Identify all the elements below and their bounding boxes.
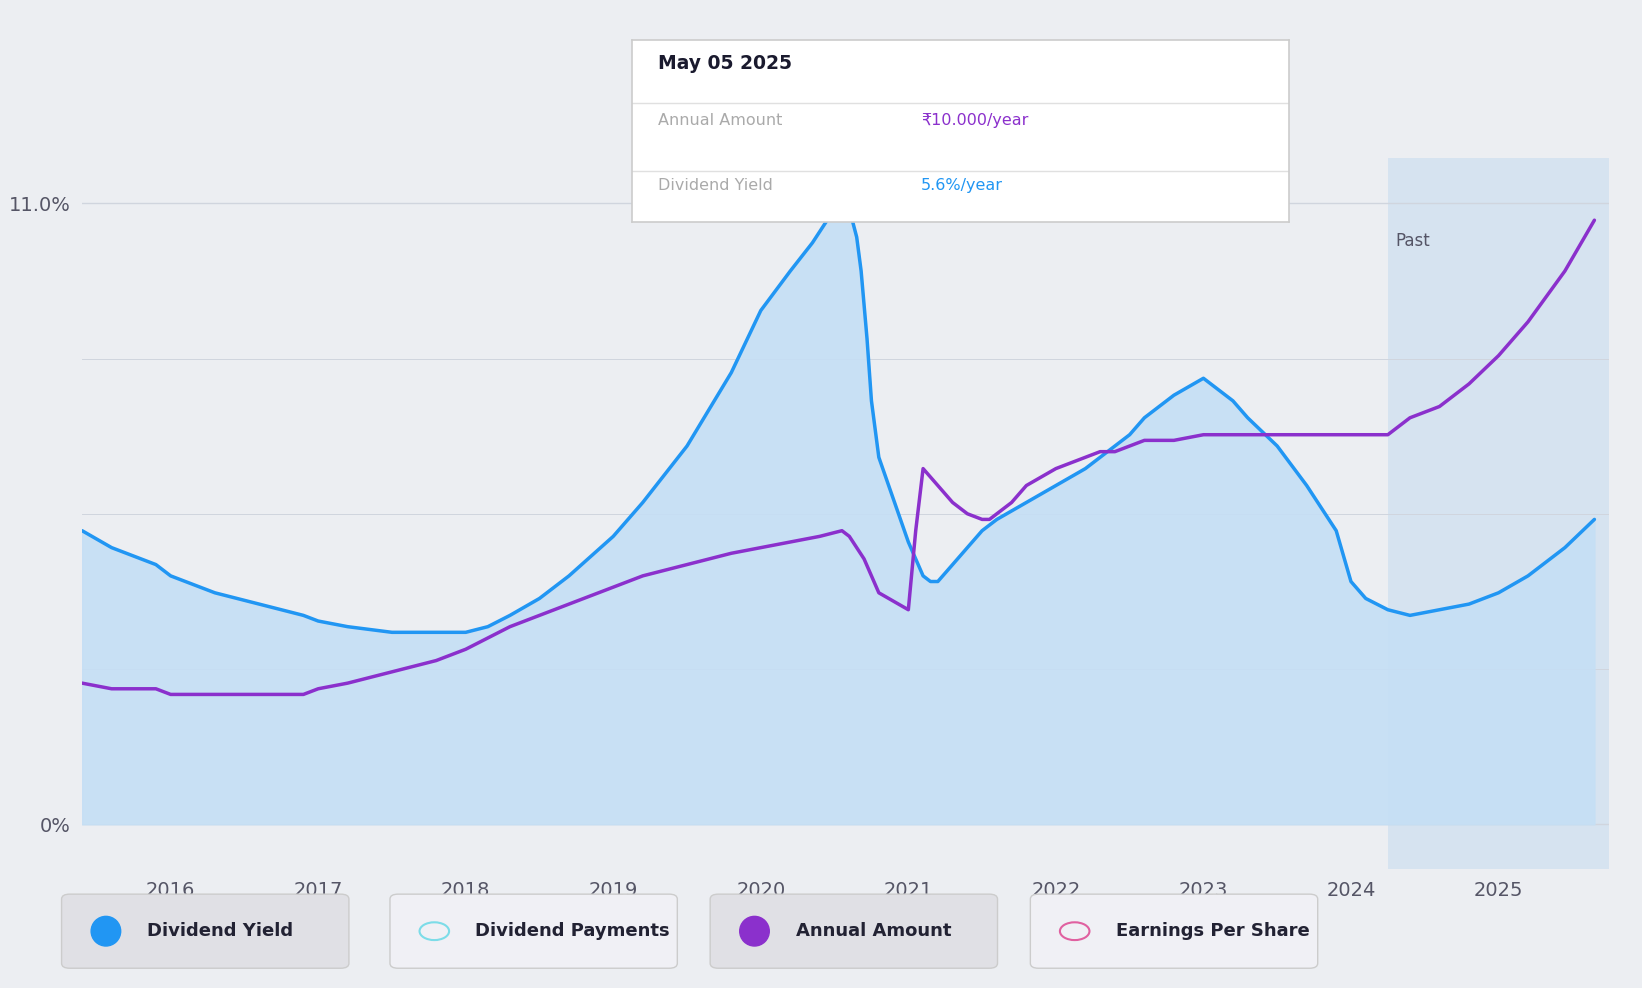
Text: Dividend Yield: Dividend Yield — [658, 179, 773, 194]
Text: Annual Amount: Annual Amount — [658, 113, 783, 127]
Text: Past: Past — [1396, 232, 1430, 250]
Text: Earnings Per Share: Earnings Per Share — [1117, 922, 1309, 941]
Text: ₹10.000/year: ₹10.000/year — [921, 113, 1028, 127]
Text: May 05 2025: May 05 2025 — [658, 54, 793, 73]
Text: Dividend Yield: Dividend Yield — [148, 922, 292, 941]
Text: Dividend Payments: Dividend Payments — [476, 922, 670, 941]
Text: 5.6%/year: 5.6%/year — [921, 179, 1003, 194]
Text: Annual Amount: Annual Amount — [796, 922, 951, 941]
Bar — [1387, 158, 1609, 869]
